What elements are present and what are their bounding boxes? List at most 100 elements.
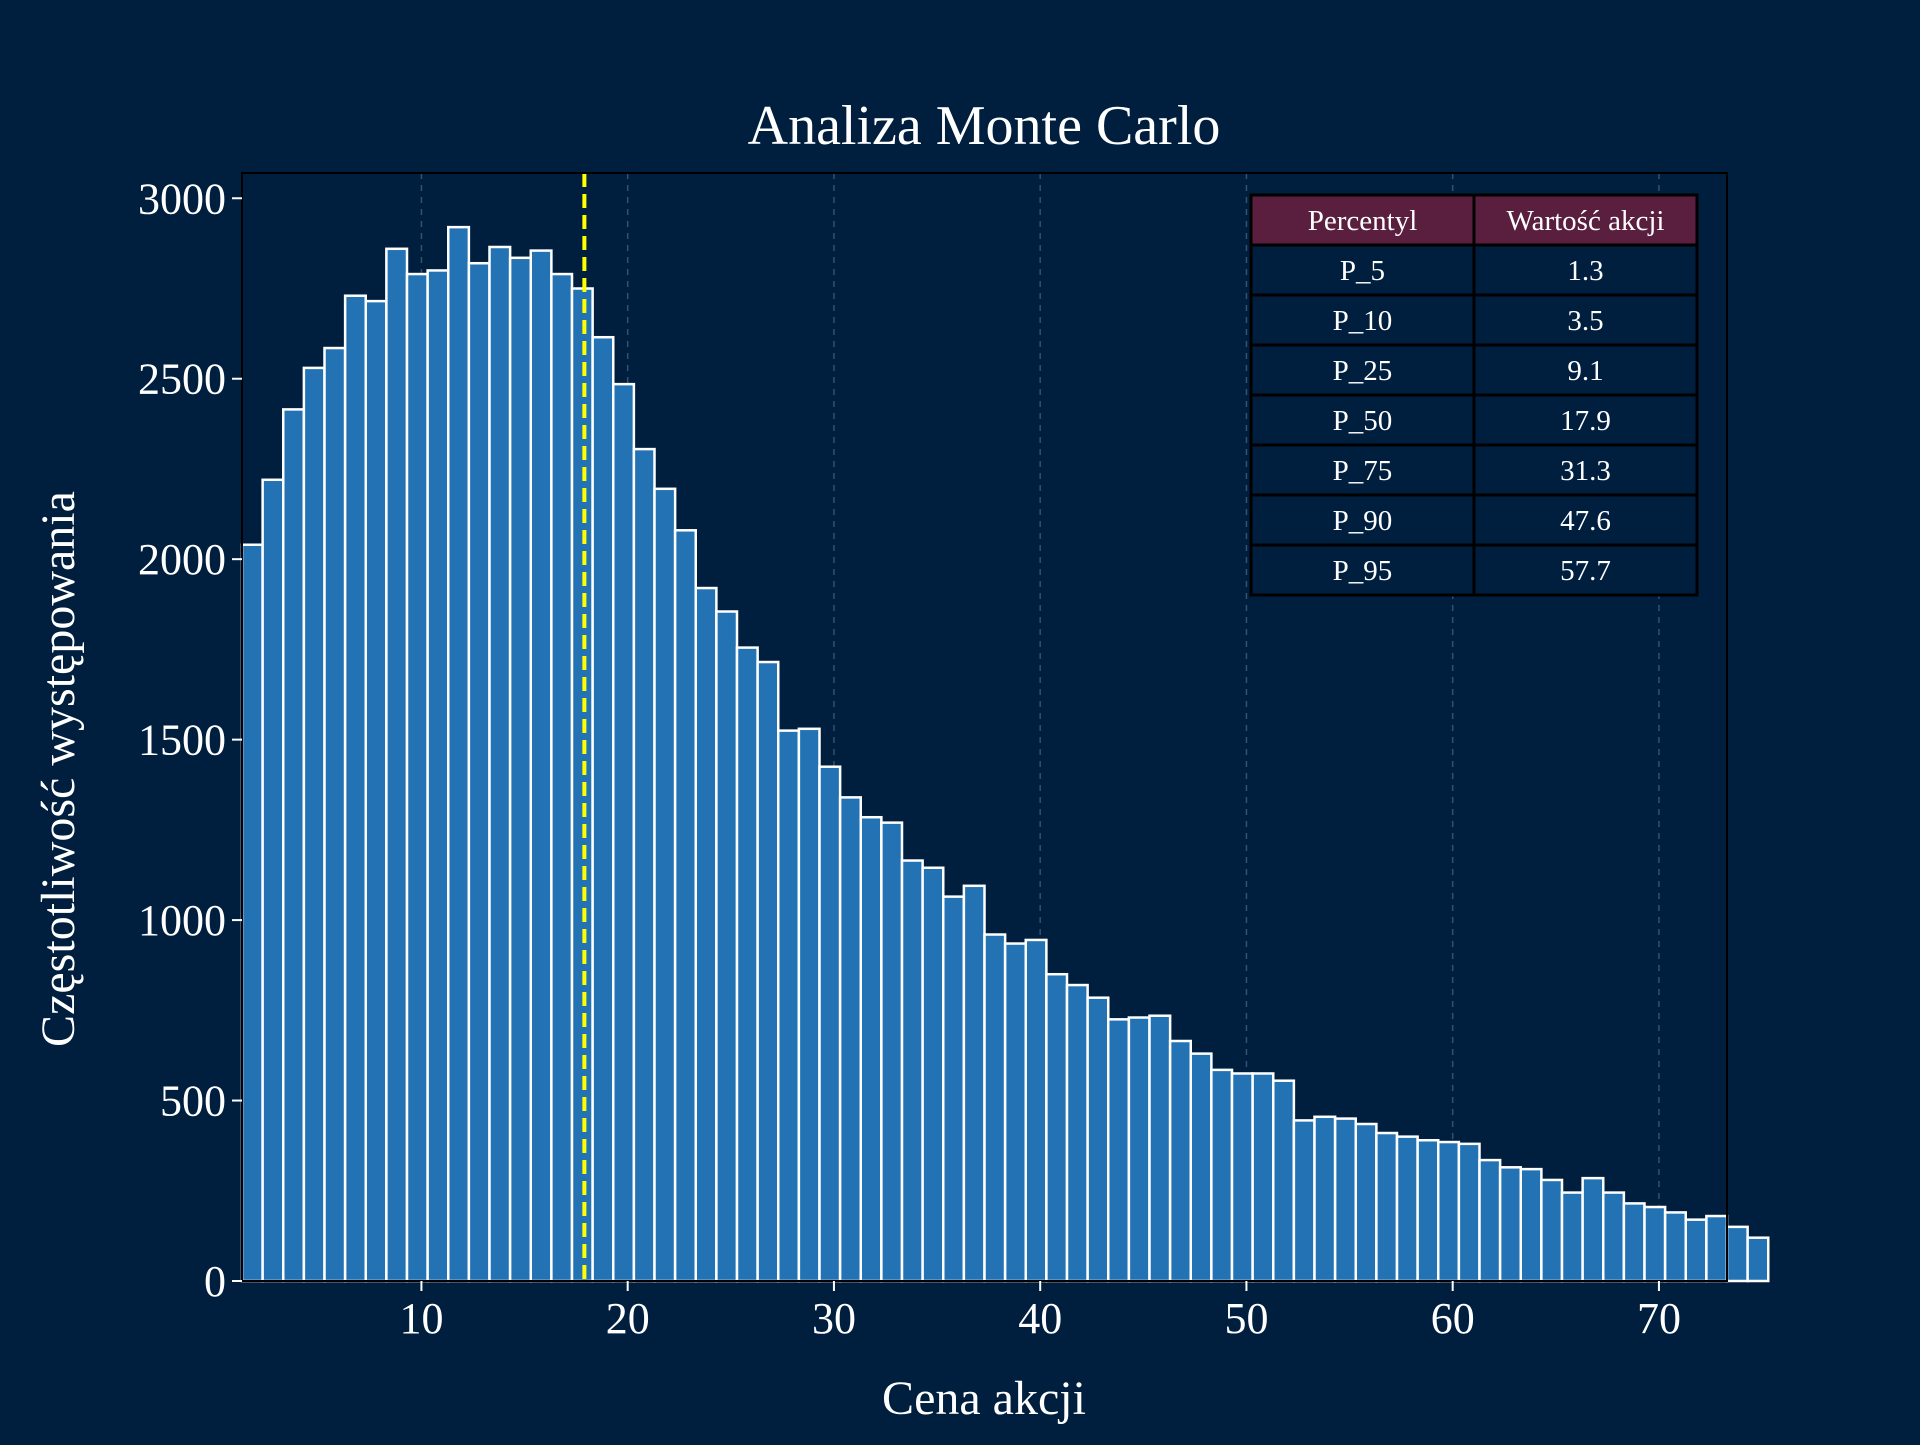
- histogram-bar: [653, 487, 677, 1283]
- y-axis-label: Częstotliwość występowania: [32, 491, 85, 1047]
- plot-frame: [241, 172, 1728, 1282]
- histogram-bar: [1684, 1218, 1708, 1283]
- histogram-bar: [880, 821, 904, 1283]
- histogram-bar: [1127, 1016, 1151, 1283]
- table-cell-text: 3.5: [1567, 305, 1603, 337]
- table-cell-text: P_50: [1333, 405, 1393, 437]
- chart-title: Analiza Monte Carlo: [748, 95, 1221, 157]
- histogram-bar: [1725, 1225, 1749, 1283]
- histogram-bar: [1292, 1119, 1316, 1283]
- table-cell: [1472, 393, 1699, 447]
- y-axis-ticks: 0 500 1000 1500 2000 2500 3000: [138, 174, 242, 1306]
- histogram-bar: [405, 272, 429, 1283]
- histogram-bar: [1086, 996, 1110, 1283]
- table-cell-text: P_10: [1333, 305, 1393, 337]
- table-cell: [1472, 243, 1699, 297]
- table-cell-text: 1.3: [1567, 255, 1603, 287]
- y-tick-label: 500: [160, 1077, 226, 1126]
- histogram-bar: [570, 287, 594, 1283]
- histogram-bar: [1251, 1072, 1275, 1283]
- histogram-bar: [632, 447, 656, 1283]
- x-tick-label: 50: [1224, 1294, 1268, 1343]
- histogram-bar: [983, 933, 1007, 1283]
- histogram-bar: [1230, 1072, 1254, 1283]
- histogram-bar: [694, 586, 718, 1283]
- histogram-bar: [364, 299, 388, 1283]
- histogram-bar: [323, 346, 347, 1283]
- histogram-bar: [612, 382, 636, 1283]
- histogram-bar: [467, 261, 491, 1283]
- histogram-bar: [1622, 1202, 1646, 1283]
- histogram-bar: [1148, 1014, 1172, 1283]
- histogram-bar: [818, 765, 842, 1283]
- histogram-bar: [1313, 1115, 1337, 1283]
- histogram-bar: [838, 796, 862, 1283]
- x-tick-label: 40: [1018, 1294, 1062, 1343]
- x-tick-label: 30: [812, 1294, 856, 1343]
- histogram-bar: [1272, 1079, 1296, 1283]
- histogram-bar: [426, 269, 450, 1283]
- histogram-bar: [591, 335, 615, 1283]
- histogram-bar: [921, 866, 945, 1283]
- x-axis-label: Cena akcji: [882, 1372, 1086, 1425]
- histogram-bar: [859, 815, 883, 1283]
- histogram-bar: [1519, 1167, 1543, 1283]
- histogram-bar: [1189, 1052, 1213, 1283]
- histogram-bar: [1602, 1191, 1626, 1283]
- table-cell: [1472, 493, 1699, 547]
- table-cell-text: P_75: [1333, 455, 1393, 487]
- percentile-table: Percentyl Wartość akcji P_5 1.3 P_10 3.5 P_25 9…: [1249, 193, 1699, 597]
- histogram-bar: [282, 408, 306, 1283]
- y-tick-label: 3000: [138, 174, 226, 223]
- histogram-bar: [550, 272, 574, 1283]
- table-cell-text: 9.1: [1567, 355, 1603, 387]
- histogram-bar: [1540, 1178, 1564, 1283]
- histogram-bar: [1560, 1191, 1584, 1283]
- histogram-bar: [777, 729, 801, 1283]
- histogram-bar: [1045, 972, 1069, 1283]
- histogram-bar: [1478, 1158, 1502, 1283]
- histogram-bar: [1395, 1135, 1419, 1283]
- histogram-bar: [385, 247, 409, 1283]
- histogram-bar: [1210, 1068, 1234, 1283]
- table-cell: [1249, 343, 1476, 397]
- histogram-bar: [797, 727, 821, 1283]
- histogram-bar: [1498, 1166, 1522, 1283]
- histogram-bar: [1457, 1142, 1481, 1283]
- table-header-cell: [1249, 193, 1476, 247]
- histogram-bar: [1416, 1138, 1440, 1283]
- table-cell: [1472, 343, 1699, 397]
- table-cell-text: P_95: [1333, 555, 1393, 587]
- histogram-bar: [1581, 1176, 1605, 1283]
- table-cell-text: 57.7: [1560, 555, 1611, 587]
- histogram-bar: [1375, 1131, 1399, 1283]
- table-cell-text: 31.3: [1560, 455, 1611, 487]
- histogram-bar: [756, 660, 780, 1283]
- histogram-bar: [1003, 942, 1027, 1283]
- table-cell: [1472, 293, 1699, 347]
- table-cell: [1249, 243, 1476, 297]
- histogram-bar: [1354, 1122, 1378, 1283]
- histogram-bar: [1663, 1211, 1687, 1283]
- table-cell-text: 17.9: [1560, 405, 1611, 437]
- y-tick-label: 2500: [138, 355, 226, 404]
- histogram-bar: [302, 366, 326, 1283]
- histogram-bar: [1705, 1214, 1729, 1283]
- histogram-bar: [261, 478, 285, 1283]
- x-tick-label: 60: [1431, 1294, 1475, 1343]
- table-cell: [1472, 443, 1699, 497]
- histogram-bar: [1107, 1018, 1131, 1283]
- histogram-bar: [1333, 1117, 1357, 1283]
- x-tick-label: 20: [606, 1294, 650, 1343]
- table-header-text: Wartość akcji: [1507, 205, 1665, 237]
- table-cell-text: P_25: [1333, 355, 1393, 387]
- histogram-bar: [343, 294, 367, 1283]
- y-tick-label: 0: [204, 1257, 226, 1306]
- y-tick-label: 1000: [138, 896, 226, 945]
- x-tick-label: 10: [399, 1294, 443, 1343]
- histogram-bar: [735, 646, 759, 1283]
- table-cell: [1249, 393, 1476, 447]
- histogram-bar: [1437, 1140, 1461, 1283]
- histogram-bar: [508, 256, 532, 1283]
